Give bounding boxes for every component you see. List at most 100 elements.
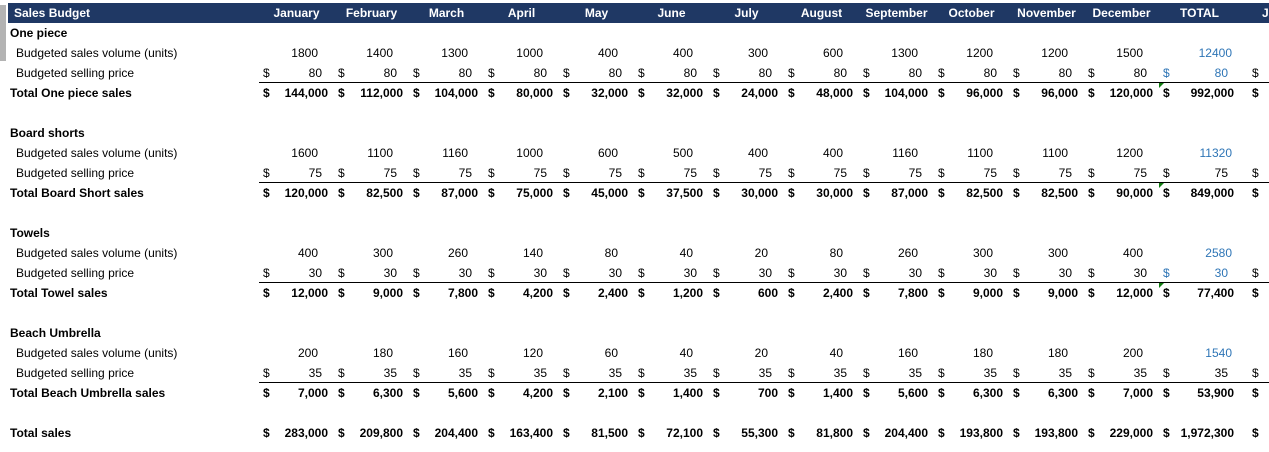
cell-volume[interactable]: 260 bbox=[447, 246, 468, 260]
cell-price[interactable]: $35 bbox=[859, 363, 934, 383]
cell-sales[interactable]: $96,000 bbox=[934, 83, 1009, 103]
column-header-march[interactable]: March bbox=[428, 6, 465, 20]
cell-price[interactable]: $35 bbox=[634, 363, 709, 383]
cell-price[interactable]: $75 bbox=[259, 163, 334, 183]
cell-sales[interactable]: $5,600 bbox=[859, 383, 934, 403]
column-header-june[interactable]: June bbox=[657, 6, 686, 20]
cell-volume[interactable]: 400 bbox=[822, 146, 843, 160]
cell-grand-total[interactable]: $163,400 bbox=[484, 423, 559, 443]
cell-volume[interactable]: 1800 bbox=[291, 46, 318, 60]
cell-sales[interactable]: $4,200 bbox=[484, 383, 559, 403]
cell-volume-total[interactable]: 1540 bbox=[1205, 346, 1232, 360]
cell-price[interactable]: $75 bbox=[709, 163, 784, 183]
cell-volume[interactable]: 80 bbox=[604, 246, 618, 260]
column-header-january[interactable]: January bbox=[273, 6, 320, 20]
row-label-price[interactable]: Budgeted selling price bbox=[16, 166, 135, 180]
cell-price[interactable]: $30 bbox=[634, 263, 709, 283]
cell-volume[interactable]: 80 bbox=[829, 246, 843, 260]
cell-sales[interactable]: $32,000 bbox=[634, 83, 709, 103]
cell-price[interactable]: $75 bbox=[859, 163, 934, 183]
cell-price[interactable]: $80 bbox=[709, 63, 784, 83]
row-label-section-total[interactable]: Total Board Short sales bbox=[10, 186, 144, 200]
cell-price[interactable]: $80 bbox=[784, 63, 859, 83]
cell-volume[interactable]: 20 bbox=[754, 246, 768, 260]
cell-sales[interactable]: $87,000 bbox=[859, 183, 934, 203]
cell-volume[interactable]: 200 bbox=[1122, 346, 1143, 360]
cell-sales[interactable]: $87,000 bbox=[409, 183, 484, 203]
cell-volume[interactable]: 1000 bbox=[516, 146, 543, 160]
cell-price-total[interactable]: $35 bbox=[1159, 363, 1240, 383]
cell-grand-total[interactable]: $204,400 bbox=[409, 423, 484, 443]
column-header-total[interactable]: TOTAL bbox=[1180, 6, 1219, 20]
cell-price[interactable]: $75 bbox=[634, 163, 709, 183]
cell-sales[interactable]: $1,400 bbox=[784, 383, 859, 403]
cell-price[interactable]: $35 bbox=[409, 363, 484, 383]
cell-sales[interactable]: $7,000 bbox=[259, 383, 334, 403]
cell-sales[interactable]: $2,400 bbox=[784, 283, 859, 303]
cell-price[interactable]: $75 bbox=[1084, 163, 1159, 183]
row-label-section-total[interactable]: Total Beach Umbrella sales bbox=[10, 386, 166, 400]
column-header-may[interactable]: May bbox=[584, 6, 609, 20]
cell-volume-total[interactable]: 11320 bbox=[1199, 146, 1232, 160]
cell-grand-total[interactable]: $81,500 bbox=[559, 423, 634, 443]
cell-volume[interactable]: 1200 bbox=[1116, 146, 1143, 160]
column-header-april[interactable]: April bbox=[507, 6, 536, 20]
row-label-grand-total[interactable]: Total sales bbox=[10, 426, 72, 440]
cell-sales-total[interactable]: $992,000 bbox=[1159, 83, 1240, 103]
cell-price[interactable]: $30 bbox=[259, 263, 334, 283]
cell-volume[interactable]: 1300 bbox=[441, 46, 468, 60]
cell-sales-total[interactable]: $53,900 bbox=[1159, 383, 1240, 403]
cell-sales[interactable]: $48,000 bbox=[784, 83, 859, 103]
cell-sales[interactable]: $112,000 bbox=[334, 83, 409, 103]
cell-sales[interactable]: $82,500 bbox=[1009, 183, 1084, 203]
cell-price[interactable]: $75 bbox=[784, 163, 859, 183]
cell-price[interactable]: $80 bbox=[934, 63, 1009, 83]
cell-price[interactable]: $80 bbox=[484, 63, 559, 83]
cell-price[interactable]: $75 bbox=[1009, 163, 1084, 183]
cell-price[interactable]: $80 bbox=[1084, 63, 1159, 83]
cell-price[interactable]: $30 bbox=[334, 263, 409, 283]
cell-sales[interactable]: $82,500 bbox=[334, 183, 409, 203]
cell-volume[interactable]: 1100 bbox=[1042, 146, 1068, 160]
cell-volume[interactable]: 160 bbox=[447, 346, 468, 360]
cell-volume[interactable]: 1400 bbox=[366, 46, 393, 60]
cell-volume[interactable]: 180 bbox=[372, 346, 393, 360]
cell-sales[interactable]: $6,300 bbox=[1009, 383, 1084, 403]
cell-price[interactable]: $80 bbox=[409, 63, 484, 83]
cell-price[interactable]: $30 bbox=[409, 263, 484, 283]
cell-price[interactable]: $75 bbox=[559, 163, 634, 183]
cell-volume[interactable]: 140 bbox=[522, 246, 543, 260]
cell-price[interactable]: $30 bbox=[559, 263, 634, 283]
cell-sales[interactable]: $6,300 bbox=[334, 383, 409, 403]
cell-sales[interactable]: $6,300 bbox=[934, 383, 1009, 403]
cell-volume[interactable]: 1200 bbox=[1041, 46, 1068, 60]
cell-volume[interactable]: 300 bbox=[747, 46, 768, 60]
cell-volume[interactable]: 40 bbox=[829, 346, 843, 360]
cell-volume[interactable]: 40 bbox=[679, 246, 693, 260]
cell-price[interactable]: $35 bbox=[709, 363, 784, 383]
cell-volume[interactable]: 600 bbox=[822, 46, 843, 60]
cell-sales[interactable]: $96,000 bbox=[1009, 83, 1084, 103]
cell-price[interactable]: $35 bbox=[1084, 363, 1159, 383]
column-header-february[interactable]: February bbox=[345, 6, 398, 20]
cell-volume[interactable]: 1000 bbox=[516, 46, 543, 60]
cell-volume[interactable]: 400 bbox=[1122, 246, 1143, 260]
cell-sales[interactable]: $75,000 bbox=[484, 183, 559, 203]
cell-sales[interactable]: $7,800 bbox=[859, 283, 934, 303]
cell-sales[interactable]: $82,500 bbox=[934, 183, 1009, 203]
cell-volume-total[interactable]: 12400 bbox=[1198, 46, 1232, 60]
cell-volume[interactable]: 1160 bbox=[442, 146, 468, 160]
cell-sales[interactable]: $12,000 bbox=[259, 283, 334, 303]
cell-volume[interactable]: 300 bbox=[372, 246, 393, 260]
cell-sales[interactable]: $24,000 bbox=[709, 83, 784, 103]
cell-sales[interactable]: $90,000 bbox=[1084, 183, 1159, 203]
section-title[interactable]: Towels bbox=[10, 226, 50, 240]
row-label-section-total[interactable]: Total One piece sales bbox=[10, 86, 132, 100]
cell-volume[interactable]: 160 bbox=[897, 346, 918, 360]
row-label-volume[interactable]: Budgeted sales volume (units) bbox=[16, 346, 178, 360]
cell-volume[interactable]: 1100 bbox=[967, 146, 993, 160]
cell-volume[interactable]: 120 bbox=[522, 346, 543, 360]
cell-sales[interactable]: $104,000 bbox=[859, 83, 934, 103]
cell-sales[interactable]: $2,100 bbox=[559, 383, 634, 403]
cell-sales[interactable]: $120,000 bbox=[1084, 83, 1159, 103]
